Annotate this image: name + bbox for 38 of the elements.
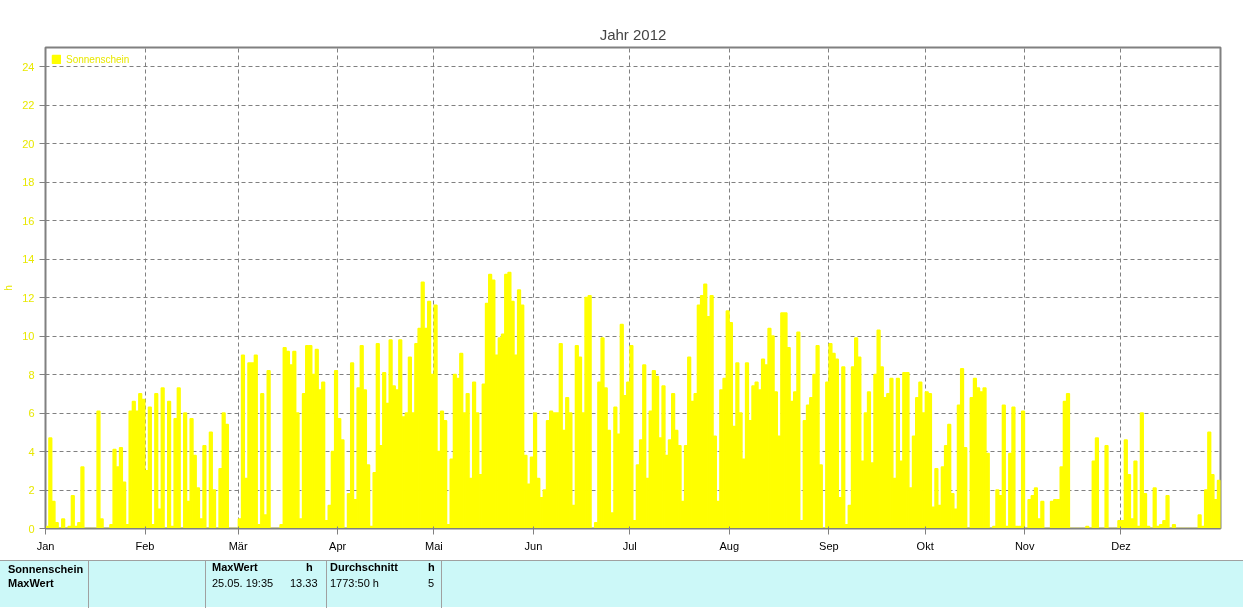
y-tick-label: 0	[28, 522, 35, 535]
chart-title: Jahr 2012	[599, 25, 667, 43]
y-tick-label: 10	[22, 330, 35, 343]
x-tick-label: Nov	[1014, 539, 1035, 552]
y-tick-label: 22	[22, 99, 35, 112]
text: Durchschnitt	[330, 561, 398, 574]
y-tick-label: 4	[28, 445, 35, 458]
x-tick-label: Jun	[524, 539, 543, 552]
text: 1773:50 h	[330, 577, 379, 590]
x-tick-label: Apr	[329, 539, 347, 552]
y-tick-label: 20	[22, 137, 35, 150]
text: h	[428, 561, 435, 574]
text: 25.05. 19:35	[212, 577, 274, 590]
x-tick-label: Aug	[719, 539, 740, 552]
y-tick-label: 2	[28, 484, 35, 497]
x-tick-label: Mai	[425, 539, 443, 552]
text: h	[306, 561, 313, 574]
y-tick-label: 14	[22, 253, 35, 266]
text: 5	[428, 577, 435, 590]
x-tick-label: Jul	[622, 539, 637, 552]
x-tick-label: Dez	[1111, 539, 1131, 552]
text: MaxWert	[8, 577, 54, 590]
text: 13.33	[290, 577, 318, 590]
y-tick-label: 16	[22, 214, 35, 227]
y-tick-label: 8	[28, 368, 35, 381]
x-tick-label: Feb	[135, 539, 155, 552]
y-tick-label: 18	[22, 176, 35, 189]
x-tick-label: Sep	[819, 539, 839, 552]
text: MaxWert	[212, 561, 258, 574]
y-tick-label: 12	[22, 291, 35, 304]
text: Sonnenschein	[8, 563, 84, 576]
y-tick-label: 24	[22, 60, 35, 73]
x-tick-label: Okt	[916, 539, 934, 552]
x-tick-label: Jan	[36, 539, 55, 552]
y-axis-title: h	[3, 285, 15, 291]
y-tick-label: 6	[28, 407, 35, 420]
legend-label: Sonnenschein	[66, 53, 130, 65]
x-tick-label: Mär	[228, 539, 248, 552]
